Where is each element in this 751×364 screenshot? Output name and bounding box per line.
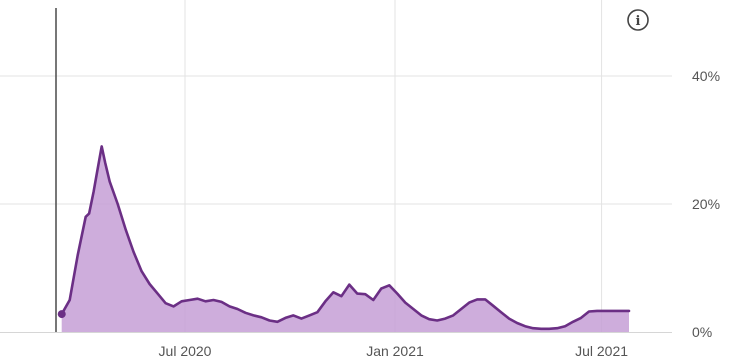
- plot-area: [57, 145, 631, 332]
- info-icon[interactable]: [627, 9, 649, 31]
- x-tick-label: Jul 2020: [159, 343, 212, 359]
- y-tick-label: 40%: [692, 68, 720, 84]
- series-line: [60, 145, 631, 331]
- y-tick-label: 20%: [692, 196, 720, 212]
- x-tick-label: Jan 2021: [366, 343, 424, 359]
- info-icon-glyph: i: [636, 14, 641, 29]
- x-tick-label: Jul 2021: [575, 343, 628, 359]
- x-axis-tick-labels: Jul 2020 Jan 2021 Jul 2021: [159, 343, 629, 359]
- series-start-point: [57, 310, 66, 319]
- info-button[interactable]: i: [627, 9, 649, 31]
- series-area-fill: [61, 146, 629, 332]
- y-tick-label: 0%: [692, 324, 712, 340]
- grid-lines: [0, 0, 672, 333]
- y-axis-tick-labels: 0% 20% 40%: [692, 68, 720, 340]
